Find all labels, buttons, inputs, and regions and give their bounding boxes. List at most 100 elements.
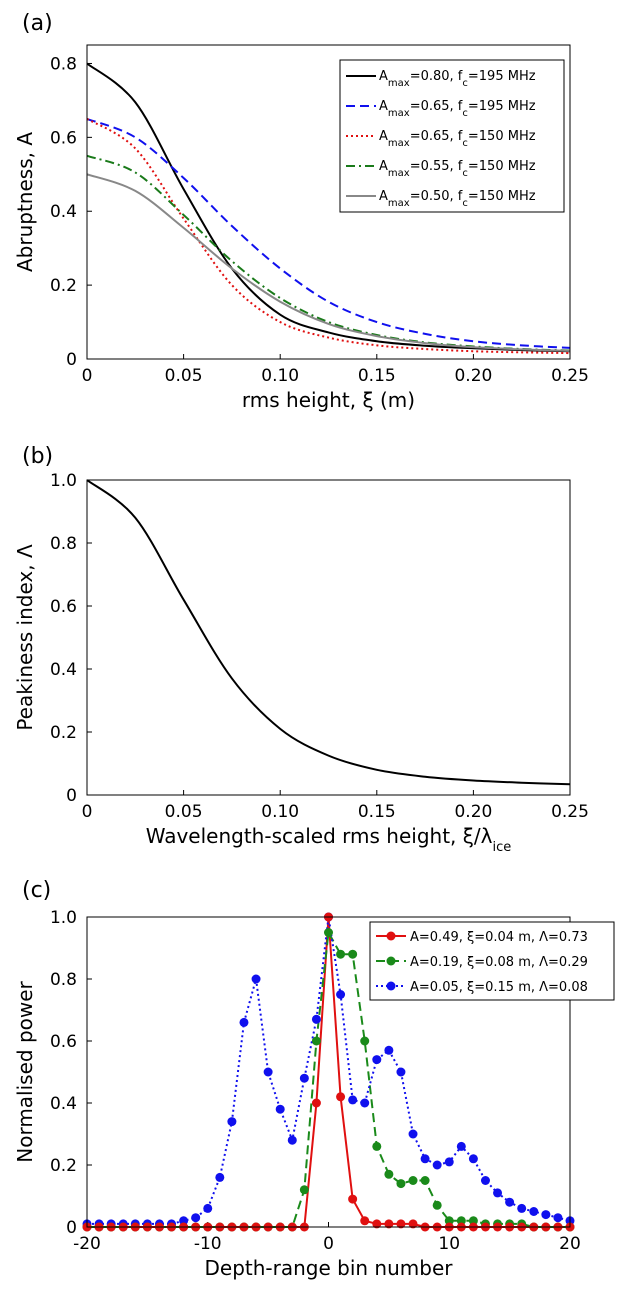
data-point	[444, 1157, 454, 1167]
legend-text: A	[379, 69, 388, 84]
panel-label: (c)	[22, 878, 51, 903]
data-point	[275, 1104, 285, 1114]
data-point	[553, 1213, 563, 1223]
data-point	[179, 1216, 189, 1226]
data-point	[311, 1098, 321, 1108]
legend-subscript: max	[388, 78, 410, 89]
x-tick-label: 0.15	[358, 802, 396, 822]
legend-subscript: max	[388, 138, 410, 149]
x-tick-label: 0.15	[358, 366, 396, 386]
plot-area	[87, 62, 570, 355]
y-tick-label: 0.2	[50, 276, 77, 296]
panel-label: (a)	[22, 11, 53, 36]
series-line-4	[87, 173, 570, 352]
data-point	[384, 1169, 394, 1179]
y-tick-label: 0.6	[50, 1032, 77, 1052]
data-point	[432, 1160, 442, 1170]
data-point	[456, 1141, 466, 1151]
y-axis-label: Normalised power	[13, 980, 37, 1162]
legend-text: A	[379, 99, 388, 114]
data-point	[263, 1067, 273, 1077]
data-point	[311, 1036, 321, 1046]
chart-0: (a) 0 0.05 0.10 0.15 0.20 0.25 0 0.2 0.4 0.6 0.8 rms…	[13, 11, 589, 412]
x-axis-label: Depth-range bin number	[205, 1256, 454, 1280]
legend-marker	[386, 956, 396, 966]
series-line-2	[87, 118, 570, 355]
data-point	[408, 1176, 418, 1185]
y-tick-label: 0.2	[50, 723, 77, 743]
data-point	[372, 1219, 382, 1229]
legend-marker	[386, 981, 396, 991]
legend-text: =195 MHz	[468, 99, 536, 114]
data-point	[215, 1172, 225, 1182]
legend-text: A	[379, 159, 388, 174]
y-tick-label: 0	[66, 1218, 77, 1238]
y-axis-label: Abruptness, A	[13, 132, 37, 272]
data-point	[420, 1154, 430, 1164]
data-point	[360, 1098, 370, 1108]
y-tick-label: 0.6	[50, 597, 77, 617]
x-tick-label: -20	[73, 1234, 101, 1254]
data-point	[396, 1179, 406, 1189]
legend-entry: Amax=0.65, fc=195 MHz	[379, 99, 536, 119]
data-point	[227, 1117, 237, 1127]
legend-text: A	[379, 189, 388, 204]
x-tick-label: 0	[323, 1234, 334, 1254]
legend-marker	[386, 931, 396, 941]
y-tick-label: 0.4	[50, 1094, 77, 1114]
data-point	[541, 1210, 551, 1220]
legend-entry: Amax=0.55, fc=150 MHz	[379, 159, 536, 179]
legend-subscript: c	[462, 168, 468, 179]
data-point	[408, 1129, 418, 1139]
data-point	[299, 1073, 309, 1083]
x-axis-label-text: Wavelength-scaled rms height, ξ/λ	[146, 824, 493, 848]
legend-text: =0.65, f	[410, 99, 463, 114]
legend-subscript: c	[462, 108, 468, 119]
data-point	[517, 1203, 527, 1213]
y-tick-label: 0.8	[50, 534, 77, 554]
data-point	[468, 1154, 478, 1164]
legend-subscript: c	[462, 78, 468, 89]
x-axis-label-text: rms height, ξ (m)	[242, 388, 415, 412]
x-axis-label: rms height, ξ (m)	[242, 388, 415, 412]
legend-text: =0.50, f	[410, 189, 463, 204]
x-axis-label: Wavelength-scaled rms height, ξ/λice	[146, 824, 512, 855]
legend-entry: A=0.19, ξ=0.08 m, Λ=0.29	[410, 955, 588, 970]
chart-2: (c) -20 -10 0 10 20 0 0.2 0.4 0.6 0.8 1.0 Depth-rang…	[13, 878, 615, 1280]
data-point	[444, 1216, 454, 1226]
data-point	[505, 1197, 515, 1207]
y-tick-label: 0.8	[50, 970, 77, 990]
y-tick-label: 0	[66, 786, 77, 806]
legend-entry: Amax=0.65, fc=150 MHz	[379, 129, 536, 149]
x-tick-label: 0.20	[454, 802, 492, 822]
data-point	[432, 1200, 442, 1210]
data-point	[336, 1092, 346, 1102]
y-tick-label: 0.8	[50, 54, 77, 74]
legend-entry: A=0.49, ξ=0.04 m, Λ=0.73	[410, 930, 588, 945]
legend-entry: Amax=0.80, fc=195 MHz	[379, 69, 536, 89]
plot-frame	[86, 479, 571, 796]
data-point	[420, 1176, 430, 1185]
series-line-0	[87, 479, 570, 786]
legend-subscript: c	[462, 198, 468, 209]
data-point	[408, 1219, 418, 1229]
x-tick-label: -10	[194, 1234, 222, 1254]
legend-entry: Amax=0.50, fc=150 MHz	[379, 189, 536, 209]
legend-entry: A=0.05, ξ=0.15 m, Λ=0.08	[410, 980, 588, 995]
panel-label: (b)	[22, 444, 53, 469]
y-tick-label: 1.0	[50, 471, 77, 491]
data-point	[336, 990, 346, 999]
legend-text: A	[379, 129, 388, 144]
data-point	[348, 949, 358, 959]
data-point	[336, 949, 346, 959]
data-point	[372, 1055, 382, 1065]
y-axis-label: Peakiness index, Λ	[13, 544, 37, 731]
data-point	[493, 1188, 503, 1198]
legend-text: =0.80, f	[410, 69, 463, 84]
y-tick-label: 0.4	[50, 202, 77, 222]
legend-text: =150 MHz	[468, 129, 536, 144]
data-point	[203, 1203, 213, 1213]
y-tick-label: 1.0	[50, 908, 77, 928]
data-point	[299, 1185, 309, 1195]
x-tick-label: 0.10	[261, 366, 299, 386]
